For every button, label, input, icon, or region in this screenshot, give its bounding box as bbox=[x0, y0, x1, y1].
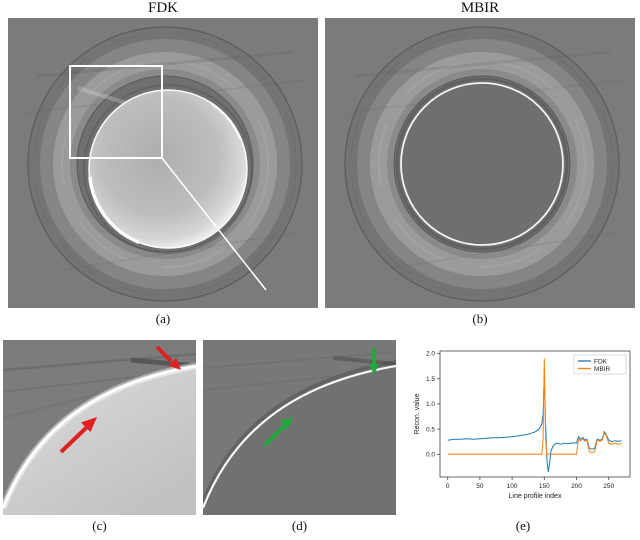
panel-a-label: (a) bbox=[155, 311, 171, 326]
line-profile-chart: 0 50 100 150 200 250 0.0 0.5 1.0 1.5 2.0 Line profi… bbox=[410, 343, 636, 503]
mbir-arrow-2-head bbox=[369, 364, 379, 375]
x-tick-label: 200 bbox=[571, 483, 582, 490]
panel-c-label: (c) bbox=[92, 518, 107, 533]
panel-e-label: (e) bbox=[515, 518, 531, 533]
fdk-profile-line bbox=[447, 376, 622, 473]
x-tick-label: 250 bbox=[603, 483, 614, 490]
bright-object-edge bbox=[3, 362, 196, 515]
mbir-reconstruction-image bbox=[325, 18, 635, 308]
panel-d-label: (d) bbox=[291, 518, 308, 533]
x-tick-label: 100 bbox=[507, 483, 518, 490]
fdk-zoom-crop bbox=[3, 340, 196, 515]
y-tick-label: 1.0 bbox=[426, 401, 435, 408]
x-tick-label: 0 bbox=[446, 483, 450, 490]
y-tick-label: 1.5 bbox=[426, 376, 435, 383]
y-tick-label: 0.5 bbox=[426, 426, 435, 433]
x-tick-label: 50 bbox=[476, 483, 484, 490]
mbir-profile-line bbox=[447, 358, 622, 455]
y-axis-label: Recon. value bbox=[414, 393, 421, 434]
legend-box bbox=[573, 354, 627, 375]
legend-label: FDK bbox=[594, 358, 608, 365]
panel-b-label: (b) bbox=[472, 311, 488, 326]
roi-box bbox=[69, 65, 163, 159]
x-tick-label: 150 bbox=[539, 483, 550, 490]
roi-pointer-line bbox=[161, 157, 267, 291]
mbir-arrow-1-head bbox=[280, 417, 293, 430]
mbir-thin-ring bbox=[395, 77, 569, 251]
panel-b-title: MBIR bbox=[460, 0, 500, 16]
x-axis-label: Line profile index bbox=[509, 493, 562, 500]
y-tick-label: 0.0 bbox=[426, 452, 435, 459]
fdk-reconstruction-image bbox=[8, 18, 318, 308]
mbir-clean-arrows bbox=[263, 348, 379, 447]
mbir-arrow-1 bbox=[263, 424, 286, 447]
fdk-arrow-1 bbox=[59, 425, 89, 454]
legend-label: MBIR bbox=[594, 366, 611, 373]
fdk-bright-disk bbox=[77, 84, 253, 254]
thin-object-edge bbox=[203, 360, 396, 515]
panel-a-title: FDK bbox=[147, 0, 178, 16]
fdk-arrow-2 bbox=[155, 345, 173, 363]
mbir-zoom-crop bbox=[203, 340, 396, 515]
fdk-arrow-1-head bbox=[81, 417, 97, 432]
fdk-arrow-2-head bbox=[168, 357, 181, 370]
fdk-artifact-arrows bbox=[59, 345, 181, 454]
y-tick-label: 2.0 bbox=[426, 351, 435, 358]
